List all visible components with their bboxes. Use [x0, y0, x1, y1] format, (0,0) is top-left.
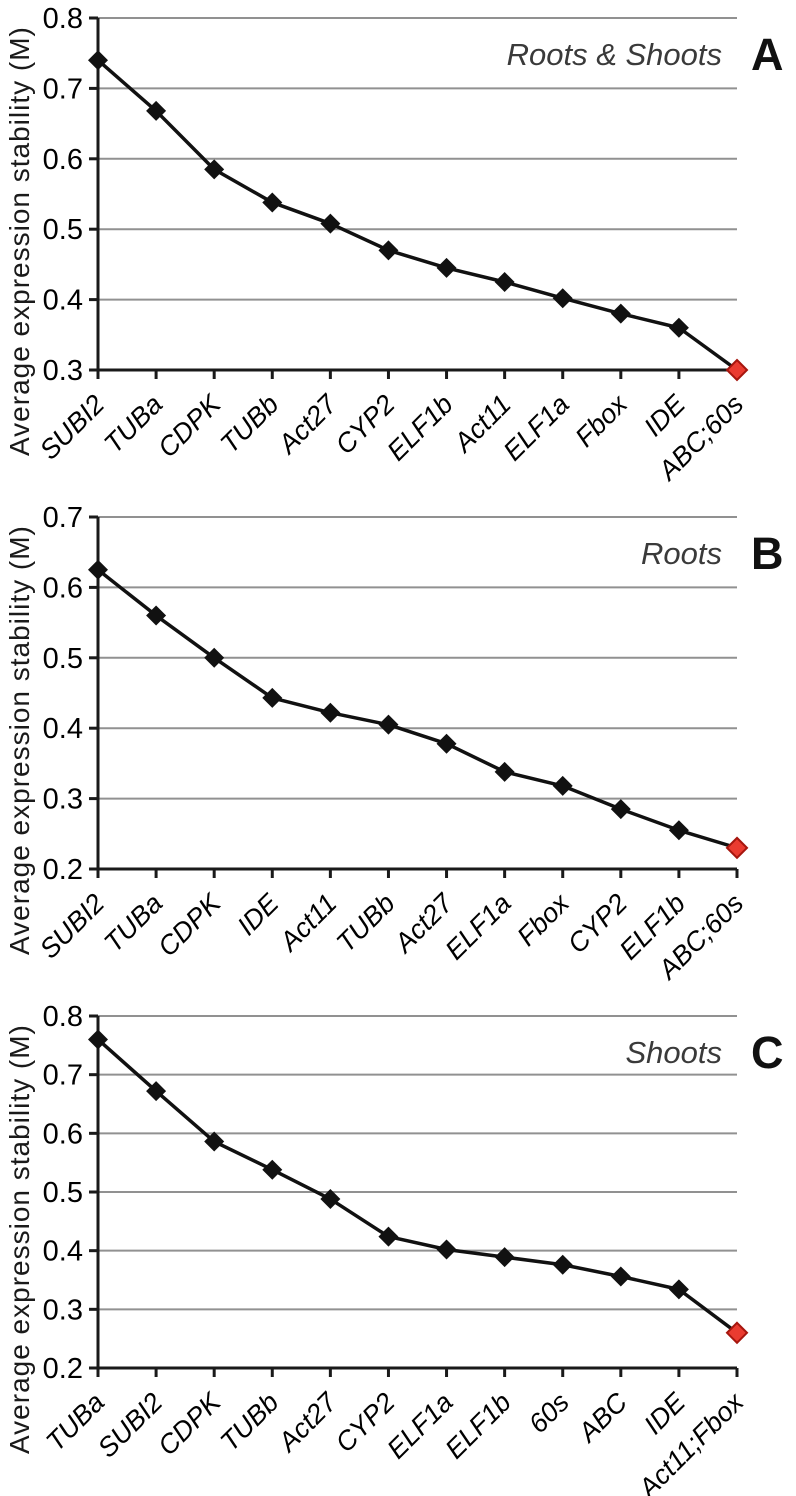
data-point-marker: [146, 605, 167, 626]
category-label: SUBI2: [92, 1387, 168, 1463]
y-axis-title: Average expression stability (M): [4, 26, 35, 456]
panel-a: 0.8 0.7 0.6 0.5 0.4 0.3 SUBI2 TUBa CDPK TUBb Act27…: [0, 0, 796, 498]
data-point-marker: [610, 799, 631, 820]
y-tick-label: 0.5: [43, 643, 83, 675]
highlighted-data-point-marker: [725, 358, 749, 382]
y-tick-label: 0.6: [43, 144, 83, 176]
y-tick-label: 0.4: [43, 1236, 83, 1268]
data-point-marker: [436, 257, 457, 278]
data-point-marker: [436, 1239, 457, 1260]
category-label: ELF1b: [381, 389, 458, 466]
panel-title: Shoots: [625, 1035, 722, 1070]
highlighted-data-point-marker: [725, 836, 749, 860]
y-axis-title: Average expression stability (M): [4, 525, 35, 955]
data-point-marker: [262, 687, 283, 708]
category-label: ELF1a: [381, 1387, 458, 1464]
data-series-line: [96, 1038, 739, 1335]
data-point-marker: [668, 1279, 689, 1300]
category-label: TUBb: [214, 389, 284, 459]
data-point-marker: [262, 192, 283, 213]
y-tick-label: 0.4: [43, 285, 83, 317]
panel-b: 0.7 0.6 0.5 0.4 0.3 0.2 SUBI2 TUBa CDPK IDE Act11 T…: [0, 499, 796, 997]
data-point-marker: [610, 1266, 631, 1287]
y-tick-label: 0.8: [43, 1001, 83, 1033]
category-label: Fbox: [569, 388, 634, 453]
category-label: ELF1a: [439, 888, 516, 965]
data-point-marker: [378, 240, 399, 261]
category-label: ELF1a: [497, 389, 574, 466]
data-point-marker: [552, 288, 573, 309]
y-tick-label: 0.6: [43, 572, 83, 604]
category-label: Act27: [271, 388, 343, 460]
category-label: 60s: [523, 1387, 575, 1439]
chart-plot-c: 0.80.70.60.50.40.30.2TUBaSUBI2CDPKTUBbAc…: [40, 1001, 750, 1496]
data-series-line: [96, 568, 738, 850]
y-tick-label: 0.8: [43, 3, 83, 35]
y-tick-label: 0.2: [43, 854, 83, 886]
data-point-marker: [146, 100, 167, 121]
category-label: TUBb: [331, 888, 401, 958]
data-point-marker: [494, 1247, 515, 1268]
category-label: SUBI2: [34, 888, 110, 964]
data-point-marker: [378, 1226, 399, 1247]
y-tick-label: 0.5: [43, 214, 83, 246]
y-tick-label: 0.5: [43, 1177, 83, 1209]
highlighted-data-point-marker: [725, 1321, 749, 1345]
panel-title: Roots: [641, 536, 722, 571]
data-point-marker: [378, 714, 399, 735]
data-point-marker: [204, 1131, 225, 1152]
y-tick-label: 0.7: [43, 73, 83, 105]
category-label: Act27: [271, 1386, 343, 1458]
category-label: ELF1b: [439, 1387, 516, 1464]
panel-letter: B: [751, 528, 784, 579]
y-tick-label: 0.7: [43, 502, 83, 534]
category-label: Act11: [273, 888, 343, 958]
data-point-marker: [320, 702, 341, 723]
data-point-marker: [552, 775, 573, 796]
data-point-marker: [88, 559, 108, 580]
data-point-marker: [88, 50, 108, 71]
data-point-marker: [436, 733, 457, 754]
panel-letter: C: [751, 1027, 784, 1078]
data-point-marker: [146, 1081, 167, 1102]
y-tick-label: 0.3: [43, 1294, 83, 1326]
data-point-marker: [88, 1029, 108, 1050]
data-point-marker: [494, 761, 515, 782]
data-series-line: [96, 58, 739, 372]
y-tick-label: 0.3: [43, 355, 83, 387]
data-point-marker: [320, 213, 341, 234]
data-point-marker: [262, 1159, 283, 1180]
chart-plot-a: 0.80.70.60.50.40.3SUBI2TUBaCDPKTUBbAct27…: [34, 3, 749, 487]
y-tick-label: 0.2: [43, 1353, 83, 1385]
category-label: CDPK: [152, 887, 227, 962]
y-tick-label: 0.7: [43, 1060, 83, 1092]
category-label: CDPK: [152, 388, 227, 463]
data-point-marker: [204, 647, 225, 668]
data-point-marker: [204, 159, 225, 180]
data-point-marker: [320, 1189, 341, 1210]
y-tick-label: 0.4: [43, 713, 83, 745]
panel-title: Roots & Shoots: [506, 37, 722, 72]
panel-letter: A: [751, 29, 784, 80]
data-point-marker: [552, 1254, 573, 1275]
category-label: Act11;Fbox: [631, 1386, 750, 1496]
data-point-marker: [668, 820, 689, 841]
y-axis-title: Average expression stability (M): [4, 1024, 35, 1454]
category-label: ABC: [571, 1387, 633, 1449]
y-tick-label: 0.3: [43, 784, 83, 816]
panel-c: 0.8 0.7 0.6 0.5 0.4 0.3 0.2 TUBa SUBI2 CDPK TUBb Ac…: [0, 998, 796, 1496]
data-point-marker: [610, 303, 631, 324]
category-label: CDPK: [152, 1386, 227, 1461]
category-label: SUBI2: [34, 389, 110, 465]
data-point-marker: [494, 272, 515, 292]
data-point-marker: [668, 317, 689, 338]
y-tick-label: 0.6: [43, 1118, 83, 1150]
category-label: TUBb: [214, 1387, 284, 1457]
